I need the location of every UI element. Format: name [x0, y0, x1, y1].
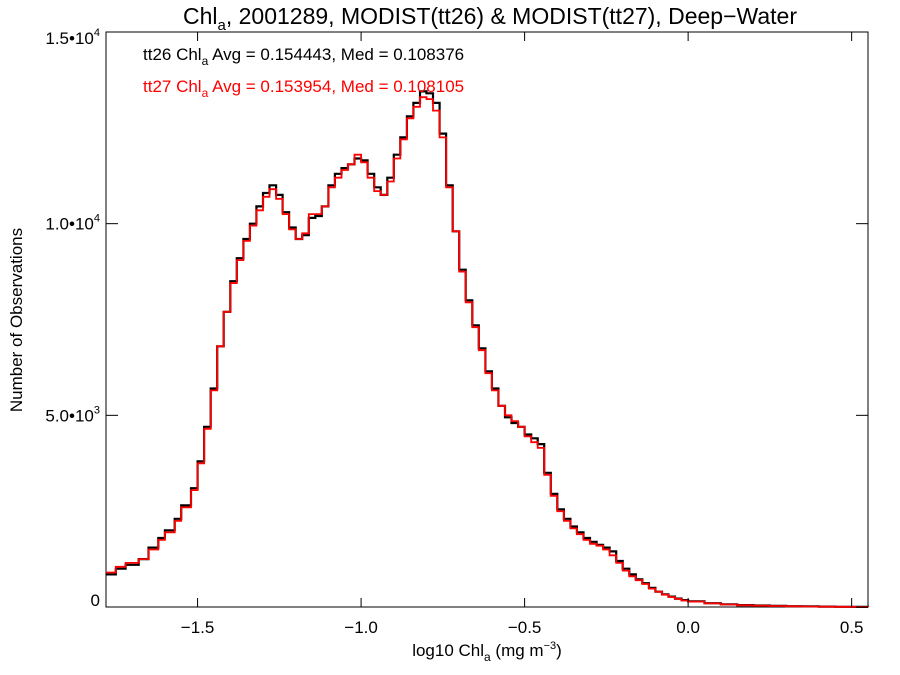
x-tick-label: −1.5	[181, 618, 215, 637]
y-tick-label: 1.0•104	[45, 213, 100, 234]
series-line-1	[106, 96, 869, 608]
x-tick-label: 0.5	[840, 618, 864, 637]
plot-frame	[105, 31, 869, 608]
x-axis-ticks: −1.5 −1.0 −0.5 0.0 0.5	[181, 32, 864, 637]
x-axis-label: log10 Chla (mg m−3)	[412, 640, 562, 664]
annotation-tt27: tt27 Chla Avg = 0.153954, Med = 0.108105	[143, 77, 464, 100]
x-tick-label: 0.0	[676, 618, 700, 637]
y-axis-label: Number of Observations	[7, 228, 26, 412]
y-tick-label: 1.5•104	[45, 27, 100, 48]
svg-text:tt27 Chla Avg = 0.153954, Med: tt27 Chla Avg = 0.153954, Med = 0.108105	[143, 77, 464, 100]
chart-title: Chla, 2001289, MODIST(tt26) & MODIST(tt2…	[183, 3, 797, 34]
y-tick-label: 5.0•103	[45, 404, 100, 425]
series-layer	[106, 90, 870, 608]
x-tick-label: −1.0	[344, 618, 378, 637]
annotation-tt26: tt26 Chla Avg = 0.154443, Med = 0.108376	[143, 45, 464, 68]
y-axis-ticks: 0 5.0•103 1.0•104 1.5•104	[45, 27, 868, 610]
svg-text:tt26 Chla Avg = 0.154443, Med: tt26 Chla Avg = 0.154443, Med = 0.108376	[143, 45, 464, 68]
series-line-0	[106, 90, 870, 608]
y-tick-label: 0	[91, 591, 100, 610]
x-tick-label: −0.5	[508, 618, 542, 637]
